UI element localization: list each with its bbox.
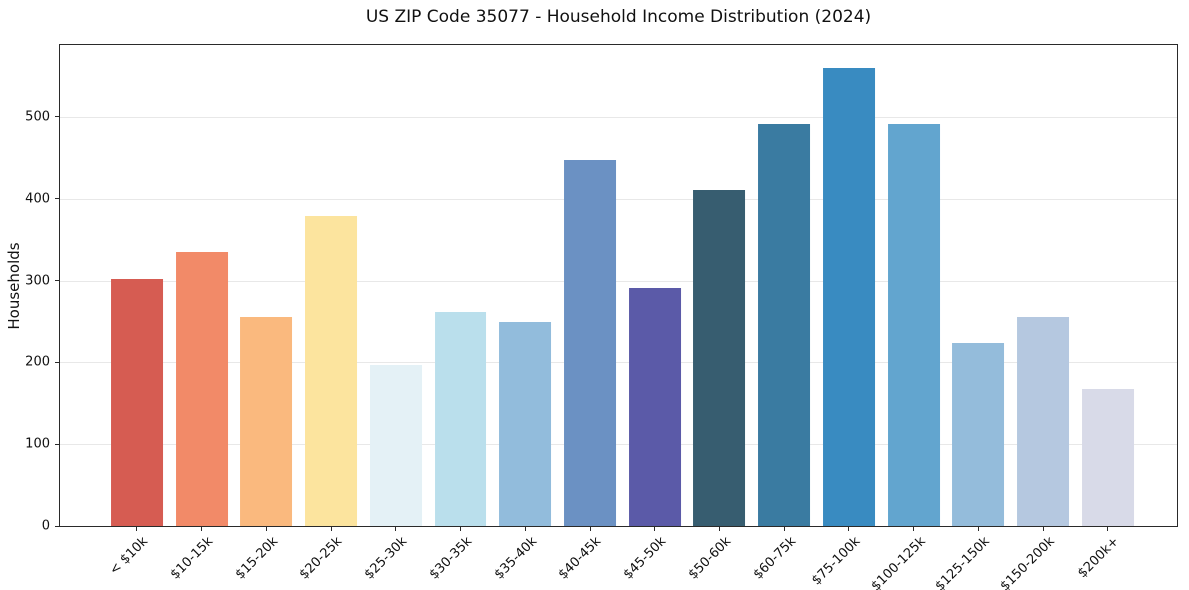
y-tick-label: 200 [25, 354, 50, 370]
x-tick-label: $10-15k [167, 534, 217, 583]
x-tick-label: $150-200k [997, 534, 1058, 590]
x-tick-label: $30-35k [426, 534, 476, 583]
x-tick-label: $125-150k [932, 534, 993, 590]
gridline [60, 444, 1177, 446]
bar [758, 123, 811, 526]
plot-area: Households 0 100 200 300 400 500 < $10k $10-15k… [5, 44, 1178, 590]
x-tick-mark [1107, 526, 1109, 531]
chart-title: US ZIP Code 35077 - Household Income Dis… [365, 7, 872, 27]
y-tick-mark [55, 198, 60, 200]
y-tick-label: 0 [41, 518, 50, 534]
y-tick-mark [55, 116, 60, 118]
bar [564, 159, 616, 526]
x-tick-label: < $10k [107, 534, 152, 579]
gridline [60, 198, 1177, 200]
y-tick-label: 100 [25, 436, 50, 452]
bar [952, 342, 1005, 526]
x-tick-label: $75-100k [809, 534, 864, 589]
x-tick-label: $60-75k [750, 534, 799, 583]
bar [240, 317, 293, 526]
gridline [60, 362, 1177, 364]
y-tick-mark [55, 525, 60, 527]
x-tick-label: $25-30k [361, 534, 411, 583]
y-tick-mark [55, 280, 60, 282]
x-tick-mark [589, 526, 591, 531]
bar [434, 311, 487, 526]
x-tick-label: $100-125k [868, 534, 929, 590]
y-axis-label: Households [5, 241, 23, 330]
x-tick-label: $15-20k [232, 534, 281, 583]
bar [499, 322, 552, 526]
x-tick-mark [718, 526, 720, 531]
bar [1081, 389, 1134, 526]
x-tick-mark [783, 526, 785, 531]
bar [822, 67, 875, 526]
x-tick-mark [848, 526, 850, 531]
gridline [60, 280, 1177, 282]
gridline [60, 116, 1177, 118]
x-tick-label: $45-50k [620, 534, 670, 583]
bar [628, 287, 681, 526]
x-tick-mark [265, 526, 267, 531]
bar [1017, 316, 1070, 526]
y-tick-label: 500 [25, 109, 50, 125]
x-tick-mark [201, 526, 203, 531]
bar [175, 251, 228, 526]
x-tick-mark [977, 526, 979, 531]
bar [693, 189, 746, 526]
y-tick-label: 400 [25, 191, 50, 207]
y-tick-mark [55, 361, 60, 363]
x-tick-label: $50-60k [685, 534, 735, 583]
x-tick-mark [524, 526, 526, 531]
x-tick-mark [395, 526, 397, 531]
bar [887, 123, 940, 526]
x-tick-mark [330, 526, 332, 531]
x-tick-label: $40-45k [556, 534, 605, 583]
bar [369, 364, 422, 526]
bar [305, 215, 358, 526]
y-tick-label: 300 [25, 273, 50, 289]
x-tick-label: $20-25k [297, 534, 346, 583]
x-tick-mark [460, 526, 462, 531]
x-tick-mark [136, 526, 138, 531]
x-tick-label: $35-40k [491, 534, 540, 583]
x-tick-label: $200k+ [1075, 534, 1123, 582]
y-tick-mark [55, 443, 60, 445]
x-tick-mark [1042, 526, 1044, 531]
x-tick-mark [654, 526, 656, 531]
x-tick-mark [913, 526, 915, 531]
bar [110, 278, 163, 526]
